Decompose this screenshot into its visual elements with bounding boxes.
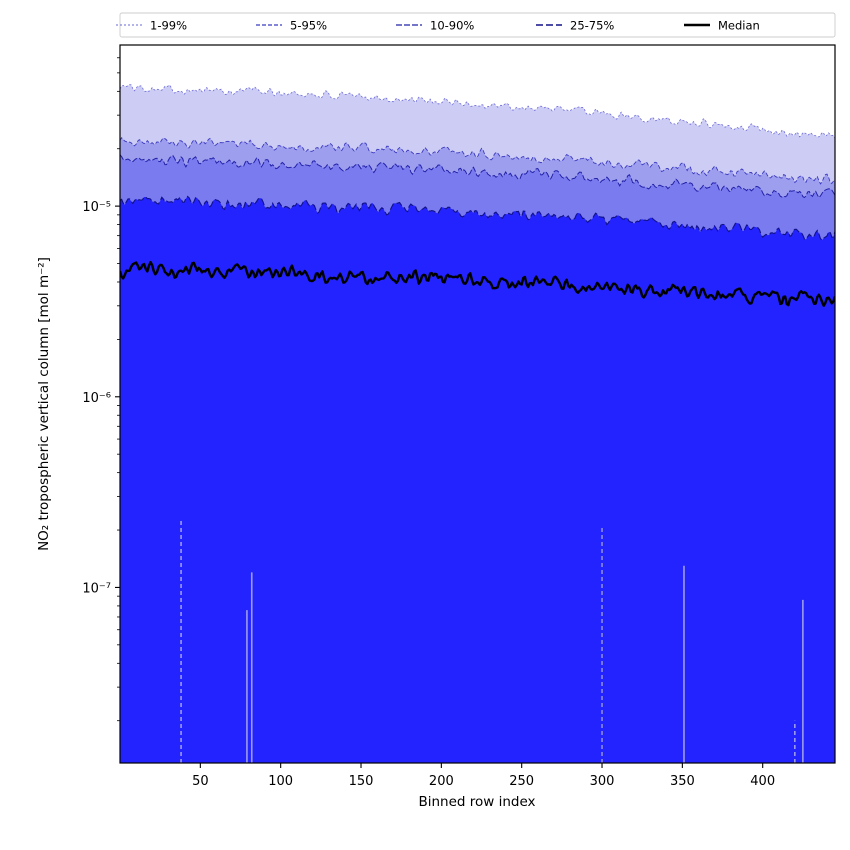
band-edge-1-99 (120, 84, 835, 139)
x-axis-title: Binned row index (418, 794, 535, 810)
outlier-spikes-layer (180, 518, 804, 763)
x-tick-label: 150 (349, 774, 374, 789)
x-tick-label: 350 (670, 774, 695, 789)
y-axis-ticks: 10⁻⁷ 10⁻⁶ 10⁻⁵ (82, 57, 120, 722)
x-tick-label: 250 (509, 774, 534, 789)
median-line-layer (120, 260, 835, 307)
band-edge-25-75 (120, 195, 835, 241)
y-axis-title: NO₂ tropospheric vertical column [mol m⁻… (36, 257, 52, 551)
chart-legend[interactable]: 1-99% 5-95% 10-90% 25-75% Median (116, 12, 836, 38)
x-tick-label: 100 (268, 774, 293, 789)
plot-area (120, 84, 835, 763)
legend-label-5-95[interactable]: 5-95% (290, 19, 327, 33)
legend-label-1-99[interactable]: 1-99% (150, 19, 187, 33)
legend-label-25-75[interactable]: 25-75% (570, 19, 614, 33)
y-tick-label: 10⁻⁷ (82, 581, 111, 596)
x-tick-label: 50 (192, 774, 209, 789)
x-tick-label: 300 (590, 774, 615, 789)
x-axis-ticks: 50 100 150 200 250 300 350 400 (192, 763, 775, 789)
y-tick-label: 10⁻⁶ (82, 391, 111, 406)
median-line (120, 260, 835, 307)
x-tick-label: 400 (750, 774, 775, 789)
band-edge-10-90 (120, 154, 835, 199)
x-tick-label: 200 (429, 774, 454, 789)
band-fill-25-75 (120, 196, 835, 763)
axes-frame (119, 44, 836, 764)
legend-label-Median[interactable]: Median (718, 19, 760, 33)
legend-label-10-90[interactable]: 10-90% (430, 19, 474, 33)
band-edge-5-95 (120, 137, 835, 185)
y-tick-label: 10⁻⁵ (82, 200, 111, 215)
percentile-bands-layer (120, 84, 835, 763)
